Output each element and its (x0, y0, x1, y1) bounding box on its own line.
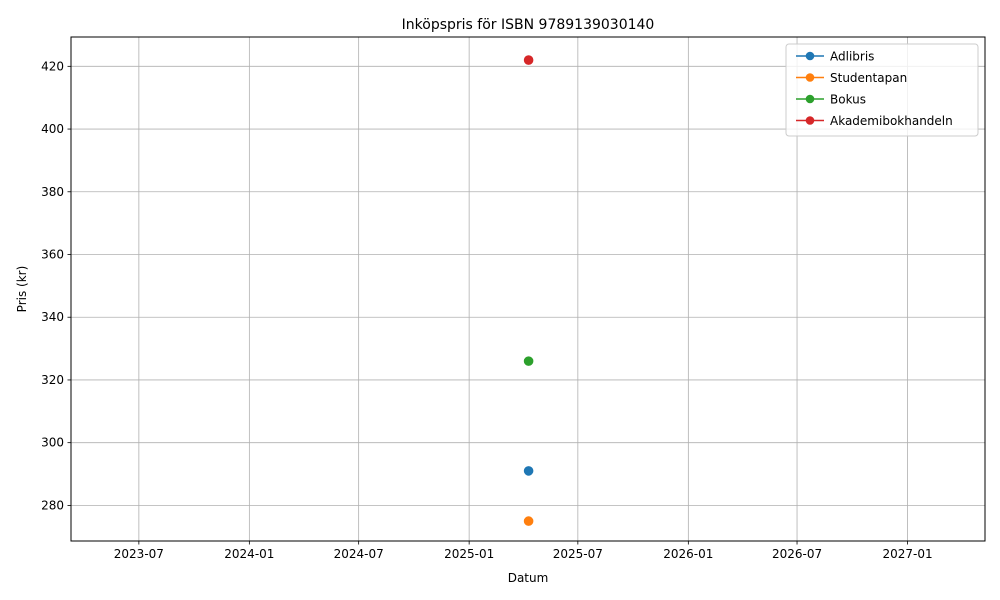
y-axis-label: Pris (kr) (15, 266, 29, 313)
data-series (523, 55, 534, 526)
legend-point-marker (805, 94, 815, 104)
data-point (523, 356, 534, 366)
x-tick-label: 2024-01 (224, 547, 274, 561)
series-bokus (523, 356, 534, 366)
legend-point-marker (805, 116, 815, 125)
legend-item-bokus: Bokus (796, 93, 866, 107)
legend-point-marker (805, 73, 815, 82)
legend-item-studentapan: Studentapan (796, 71, 907, 85)
x-tick-label: 2027-01 (882, 547, 932, 561)
series-adlibris (523, 466, 534, 476)
series-studentapan (523, 516, 534, 526)
data-point (523, 516, 534, 526)
legend-item-akademibokhandeln: Akademibokhandeln (796, 114, 953, 128)
legend-item-adlibris: Adlibris (796, 50, 874, 64)
y-tick-label: 420 (41, 59, 64, 73)
x-tick-label: 2023-07 (114, 547, 164, 561)
legend-label: Bokus (830, 93, 866, 107)
data-point (523, 466, 534, 476)
data-point (523, 55, 534, 65)
x-tick-label: 2026-01 (663, 547, 713, 561)
y-tick-label: 300 (41, 436, 64, 450)
legend-box (785, 43, 979, 137)
x-tick-label: 2024-07 (334, 547, 384, 561)
x-axis: 2023-07 2024-01 2024-07 2025-01 2025-07 2026-… (114, 541, 933, 561)
x-tick-label: 2025-07 (553, 547, 603, 561)
legend: Adlibris Studentapan Bokus Akademibokhandel… (785, 43, 979, 137)
y-tick-label: 360 (41, 248, 64, 262)
y-tick-label: 400 (41, 122, 64, 136)
legend-label: Akademibokhandeln (830, 114, 953, 128)
chart-title: Inköpspris för ISBN 9789139030140 (402, 17, 655, 33)
plot-frame (70, 36, 986, 542)
x-tick-label: 2025-01 (444, 547, 494, 561)
y-tick-label: 280 (41, 498, 64, 512)
y-tick-label: 380 (41, 185, 64, 199)
legend-label: Adlibris (830, 50, 874, 64)
y-axis: 280 300 320 340 360 380 400 420 (41, 59, 71, 512)
x-tick-label: 2026-07 (772, 547, 822, 561)
legend-point-marker (805, 51, 815, 61)
y-tick-label: 320 (41, 373, 64, 387)
series-akademibokhandeln (523, 55, 534, 65)
x-axis-label: Datum (508, 571, 549, 585)
y-tick-label: 340 (41, 310, 64, 324)
legend-label: Studentapan (830, 71, 907, 85)
